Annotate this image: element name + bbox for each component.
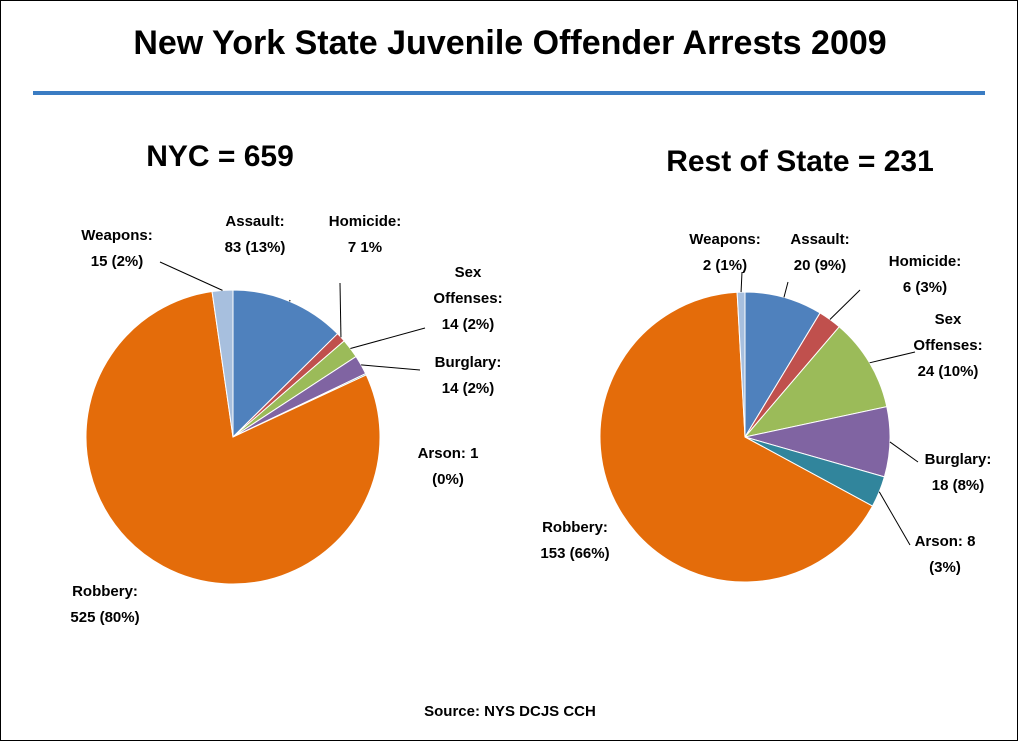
slice-label: Homicide:: [889, 253, 962, 270]
leader-line: [878, 491, 911, 546]
slice-label: Assault:: [790, 231, 849, 248]
pie-slice: [743, 326, 888, 438]
pie-slice: [599, 291, 874, 583]
slice-label: Sex: [935, 311, 962, 328]
slice-label: 7 1%: [348, 239, 382, 256]
source-note: Source: NYS DCJS CCH: [424, 703, 596, 720]
slice-label: Burglary:: [925, 451, 992, 468]
slice-label: Arson: 1: [418, 445, 479, 462]
leader-line: [783, 281, 789, 298]
leader-line: [339, 282, 342, 338]
slice-label: 20 (9%): [794, 257, 847, 274]
slice-label: (3%): [929, 559, 961, 576]
leader-line: [889, 441, 919, 463]
slice-label: 83 (13%): [225, 239, 286, 256]
slice-label: Burglary:: [435, 354, 502, 371]
slice-label: Offenses:: [433, 290, 502, 307]
leader-line: [350, 327, 426, 349]
slice-label: 14 (2%): [442, 380, 495, 397]
leader-line: [829, 289, 861, 320]
slice-label: Arson: 8: [915, 533, 976, 550]
pie-title: NYC = 659: [146, 140, 294, 173]
leader-line: [869, 351, 916, 364]
pie-slice: [232, 289, 339, 439]
leader-line: [159, 261, 223, 291]
pie-slice: [85, 290, 381, 585]
slice-label: 6 (3%): [903, 279, 947, 296]
pie-title: Rest of State = 231: [666, 145, 934, 178]
leader-line: [361, 364, 421, 371]
slice-label: Offenses:: [913, 337, 982, 354]
pie-slice: [736, 291, 746, 438]
slice-label: 18 (8%): [932, 477, 985, 494]
slide-title: New York State Juvenile Offender Arrests…: [133, 24, 886, 62]
slice-label: Sex: [455, 264, 482, 281]
slice-label: Assault:: [225, 213, 284, 230]
slice-label: Weapons:: [689, 231, 760, 248]
slice-label: 14 (2%): [442, 316, 495, 333]
slice-label: 15 (2%): [91, 253, 144, 270]
slice-label: 525 (80%): [70, 609, 139, 626]
slice-label: Weapons:: [81, 227, 152, 244]
slice-label: 2 (1%): [703, 257, 747, 274]
leader-line: [740, 271, 743, 293]
slice-label: 153 (66%): [540, 545, 609, 562]
slice-label: (0%): [432, 471, 464, 488]
slice-label: Homicide:: [329, 213, 402, 230]
slice-label: Robbery:: [542, 519, 608, 536]
slice-label: Robbery:: [72, 583, 138, 600]
slice-label: 24 (10%): [918, 363, 979, 380]
